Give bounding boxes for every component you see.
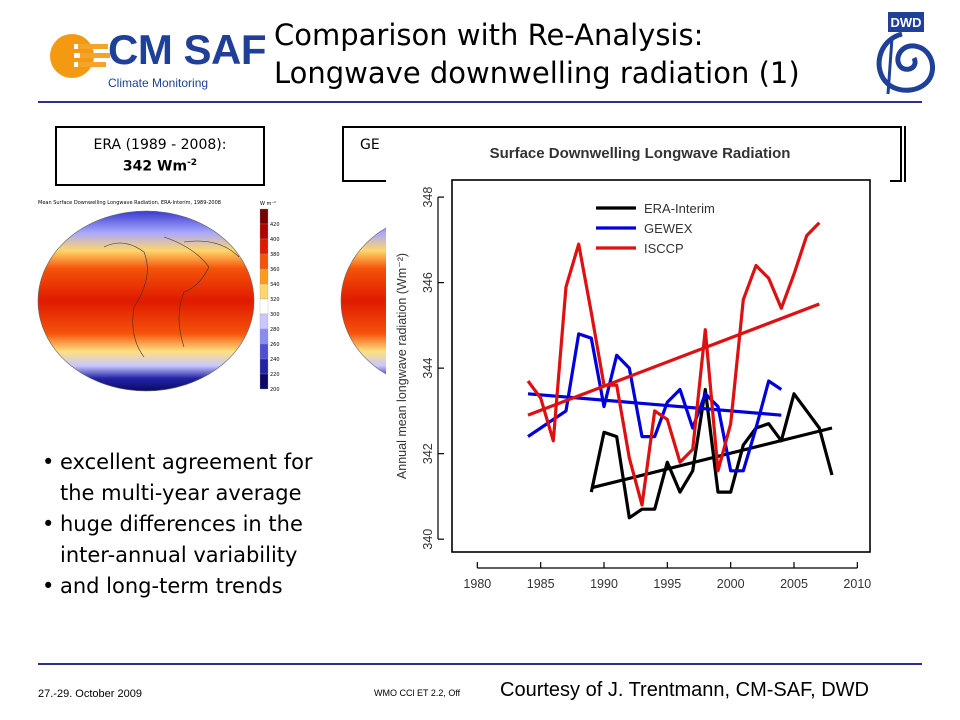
dwd-label: DWD: [890, 15, 921, 30]
bullet-item: • and long-term trends: [42, 574, 283, 598]
footer-meeting: WMO CCl ET 2.2, Off: [374, 688, 461, 698]
colorbar-swatch: [259, 268, 269, 285]
era-map-title: Mean Surface Downwelling Longwave Radiat…: [38, 200, 221, 206]
colorbar-label: 220: [270, 372, 280, 378]
series-line-gewex: [527, 332, 783, 473]
legend-label: ERA-Interim: [644, 201, 715, 216]
colorbar-label: 280: [270, 327, 280, 333]
x-tick-label: 1980: [463, 577, 491, 591]
colorbar-swatch: [259, 208, 269, 225]
colorbar-label: 200: [270, 387, 280, 393]
lw-radiation-chart: Surface Downwelling Longwave Radiation A…: [386, 128, 890, 594]
colorbar-label: 260: [270, 342, 280, 348]
x-tick-label: 2010: [843, 577, 871, 591]
sun-icon: [50, 34, 110, 78]
colorbar-label: 300: [270, 312, 280, 318]
colorbar-label: 240: [270, 357, 280, 363]
colorbar-swatch: [259, 298, 269, 315]
chart-svg: Surface Downwelling Longwave Radiation A…: [395, 145, 871, 591]
y-tick-label: 340: [421, 529, 435, 550]
logo-subtitle: Climate Monitoring: [108, 76, 209, 90]
colorbar-swatch: [259, 343, 269, 360]
title-line-1: Comparison with Re-Analysis:: [274, 18, 704, 52]
colorbar-label: 380: [270, 252, 280, 258]
era-average-box: ERA (1989 - 2008): 342 Wm-2: [55, 126, 265, 186]
dwd-logo: DWD: [868, 10, 938, 98]
chart-title: Surface Downwelling Longwave Radiation: [490, 145, 791, 162]
era-map-colorbar: 420 400 380 360 340 320 300 280 260 240 220 200: [259, 208, 280, 393]
y-tick-label: 344: [421, 358, 435, 379]
slide-title: Comparison with Re-Analysis: Longwave do…: [274, 16, 800, 92]
box-bracket: [896, 126, 906, 182]
colorbar-swatch: [259, 358, 269, 375]
colorbar-label: 340: [270, 282, 280, 288]
series-line-era-interim: [589, 387, 834, 520]
bullet-list: • excellent agreement for the multi-year …: [42, 447, 362, 602]
trend-line-isccp: [527, 302, 820, 417]
colorbar-swatch: [259, 223, 269, 240]
x-tick-label: 1985: [527, 577, 555, 591]
footer-courtesy: Courtesy of J. Trentmann, CM-SAF, DWD: [500, 679, 869, 701]
colorbar-label: 420: [270, 222, 280, 228]
legend-label: ISCCP: [644, 241, 684, 256]
footer-divider: [38, 663, 922, 665]
bullet-item: • huge differences in the inter-annual va…: [42, 512, 303, 567]
plot-frame: [451, 179, 871, 553]
era-average-value: 342 Wm-2: [122, 158, 198, 175]
cm-saf-logo: [44, 22, 256, 94]
x-tick-label: 1990: [590, 577, 618, 591]
series-line-isccp: [526, 221, 821, 507]
y-tick-label: 346: [421, 272, 435, 293]
colorbar-swatch: [259, 373, 269, 390]
era-period-label: ERA (1989 - 2008):: [93, 137, 227, 153]
era-map-unit: W m⁻²: [260, 201, 276, 207]
footer-date: 27.-29. October 2009: [38, 688, 142, 700]
y-tick-label: 348: [421, 187, 435, 208]
era-interim-map: Mean Surface Downwelling Longwave Radiat…: [34, 197, 290, 397]
logo-wordmark: CM SAF: [108, 26, 267, 73]
colorbar-swatch: [259, 238, 269, 255]
title-line-2: Longwave downwelling radiation (1): [274, 56, 800, 90]
x-tick-label: 1995: [653, 577, 681, 591]
y-tick-label: 342: [421, 443, 435, 464]
colorbar-label: 360: [270, 267, 280, 273]
colorbar-swatch: [259, 328, 269, 345]
colorbar-swatch: [259, 253, 269, 270]
colorbar-swatch: [259, 313, 269, 330]
x-tick-label: 2000: [717, 577, 745, 591]
colorbar-label: 400: [270, 237, 280, 243]
trend-line-era-interim: [590, 426, 833, 490]
colorbar-swatch: [259, 283, 269, 300]
bullet-item: • excellent agreement for the multi-year …: [42, 450, 313, 505]
colorbar-label: 320: [270, 297, 280, 303]
header-divider: [38, 101, 922, 103]
legend-label: GEWEX: [644, 221, 693, 236]
x-tick-label: 2005: [780, 577, 808, 591]
gewex-period-label: GE: [360, 137, 380, 153]
y-axis-label: Annual mean longwave radiation (Wm⁻²): [395, 253, 409, 479]
